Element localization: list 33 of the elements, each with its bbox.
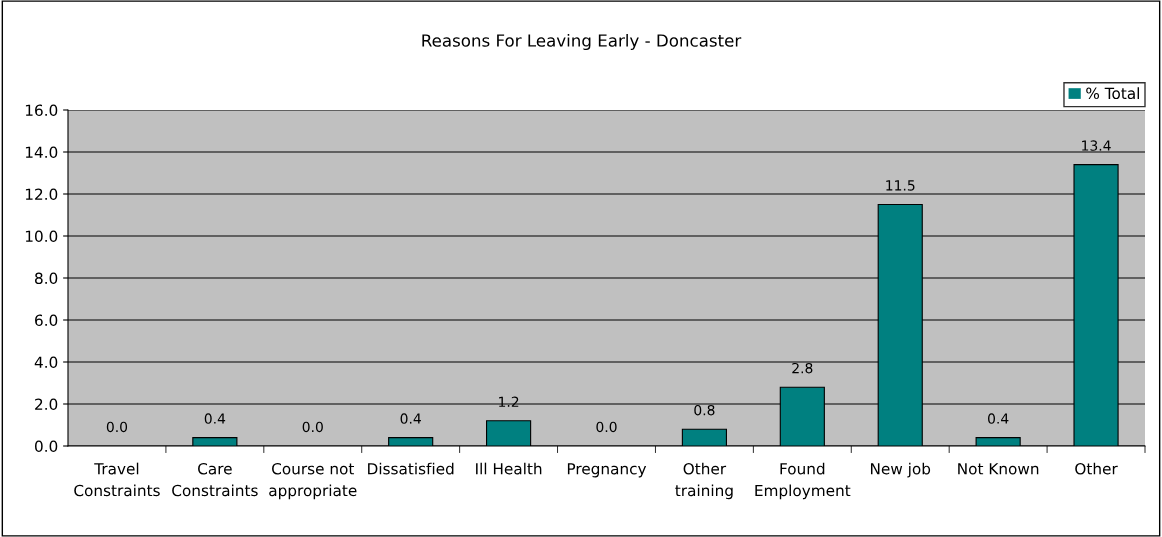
data-label: 2.8 <box>792 362 813 374</box>
data-label: 0.8 <box>694 404 715 416</box>
x-tick-label: Course not appropriate <box>269 462 357 500</box>
data-label: 13.4 <box>1082 140 1111 151</box>
data-label: 0.0 <box>596 421 617 433</box>
data-label: 11.5 <box>886 180 915 191</box>
x-tick-label: Ill Health <box>476 462 542 475</box>
x-tick-label: Not Known <box>958 463 1039 475</box>
x-tick-label: New job <box>870 462 931 478</box>
x-tick-label: Other training <box>675 462 733 500</box>
chart-title: Reasons For Leaving Early - Doncaster <box>422 33 742 51</box>
x-tick-label: Pregnancy <box>567 463 647 478</box>
data-label: 0.4 <box>400 413 421 424</box>
data-label: 0.0 <box>106 421 128 433</box>
y-tick-label: 6.0 <box>35 314 58 327</box>
y-tick-label: 10.0 <box>25 230 58 243</box>
x-tick-label: Found Employment <box>755 462 851 500</box>
data-label: 0.4 <box>204 413 226 424</box>
data-label: 0.4 <box>988 413 1009 424</box>
y-tick-label: 16.0 <box>25 104 58 117</box>
y-tick-label: 0.0 <box>34 440 58 453</box>
y-tick-label: 4.0 <box>34 356 58 369</box>
y-tick-label: 2.0 <box>35 398 58 411</box>
data-label: 0.0 <box>302 421 323 433</box>
data-label: 1.2 <box>499 396 519 407</box>
y-tick-label: 8.0 <box>35 272 58 285</box>
y-tick-label: 14.0 <box>25 146 58 159</box>
x-tick-label: Other <box>1075 462 1118 475</box>
legend-label: % Total <box>1086 87 1139 100</box>
y-tick-label: 12.0 <box>25 188 58 201</box>
x-tick-label: Travel Constraints <box>74 462 160 497</box>
x-tick-label: Dissatisfied <box>368 462 454 475</box>
x-tick-label: Care Constraints <box>172 462 258 497</box>
